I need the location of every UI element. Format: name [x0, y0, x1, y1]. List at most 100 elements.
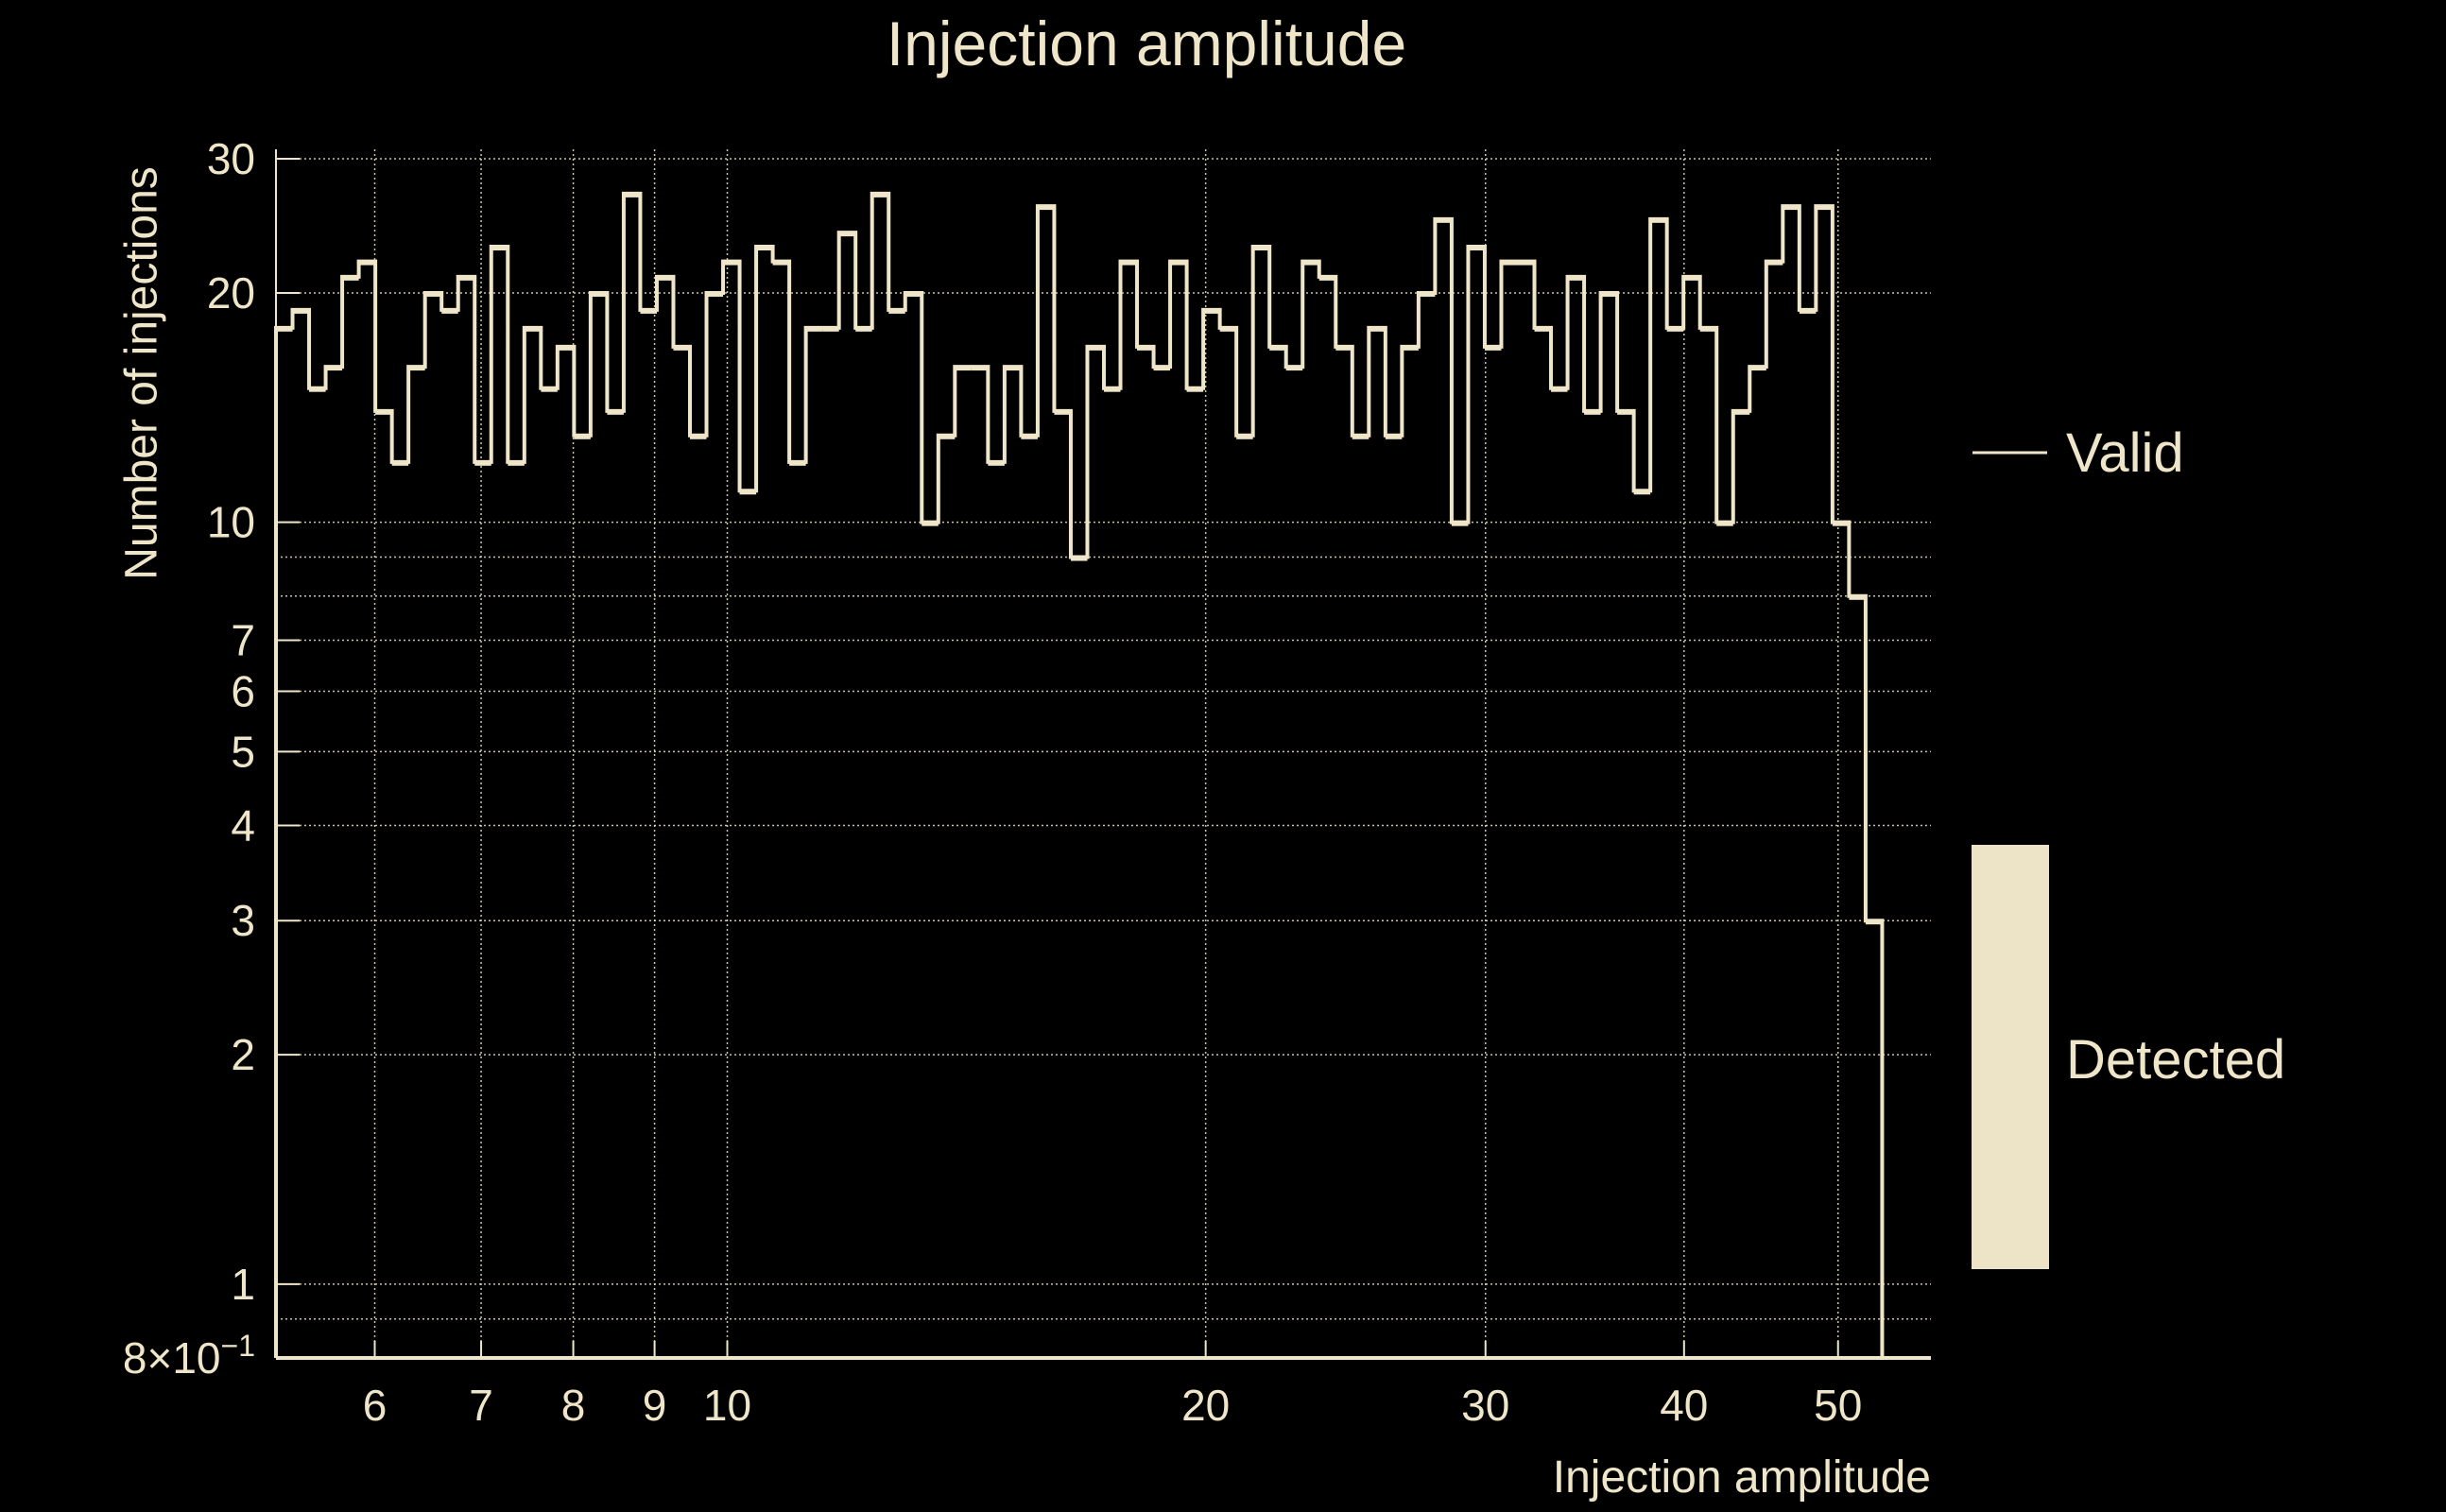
histogram-bin [590, 292, 608, 297]
histogram-bin [1435, 218, 1452, 223]
x-tick-label: 9 [643, 1381, 667, 1430]
series-valid-step-line [274, 191, 1885, 1358]
histogram-bin [1385, 435, 1403, 439]
histogram-bin [325, 367, 343, 371]
histogram-bin [1501, 261, 1518, 266]
y-tick-label: 4 [231, 800, 255, 850]
histogram-bin [1600, 292, 1618, 297]
histogram-bin [723, 261, 740, 266]
histogram-bin [1617, 410, 1634, 415]
histogram-bin [607, 410, 624, 415]
histogram-bin [391, 461, 409, 466]
histogram-bin [756, 247, 773, 251]
y-tick-label: 10 [207, 498, 255, 547]
histogram-bin [1318, 276, 1336, 281]
histogram-bin [557, 346, 575, 351]
x-tick-label: 7 [469, 1381, 493, 1430]
histogram-bin [1650, 218, 1667, 223]
legend-detected-patch-swatch [1972, 845, 2049, 1269]
histogram-bin [508, 461, 525, 466]
histogram-bin [1666, 327, 1684, 332]
histogram-bin [1699, 327, 1717, 332]
y-tick-label: 5 [231, 727, 255, 776]
histogram-bin [1633, 490, 1651, 495]
histogram-bin [1153, 367, 1171, 371]
histogram-bin [1037, 206, 1055, 211]
histogram-bin [656, 276, 674, 281]
histogram-bin [1285, 367, 1303, 371]
histogram-bin [1402, 346, 1419, 351]
histogram-bin [1203, 309, 1220, 314]
histogram-bin [1766, 261, 1783, 266]
histogram-bin [922, 522, 939, 526]
histogram-bin [524, 327, 542, 332]
histogram-bin [1070, 557, 1088, 561]
histogram-bin [309, 387, 326, 392]
histogram-bin [1716, 522, 1733, 526]
x-tick-label: 6 [363, 1381, 388, 1430]
histogram-bin [441, 309, 458, 314]
histogram-bin [689, 435, 707, 439]
histogram-bin [1352, 435, 1369, 439]
histogram-bin [474, 461, 491, 466]
histogram-bin [805, 327, 823, 332]
histogram-bin [1369, 327, 1386, 332]
histogram-bin [904, 292, 922, 297]
x-tick-label: 50 [1814, 1381, 1862, 1430]
histogram-bin [574, 435, 591, 439]
histogram-bin [457, 276, 475, 281]
legend-label-detected: Detected [2066, 1029, 2286, 1091]
x-tick-label: 10 [703, 1381, 751, 1430]
histogram-bin [1103, 387, 1121, 392]
histogram-bin [1418, 292, 1436, 297]
y-tick-label: 6 [231, 667, 255, 716]
histogram-bin [1087, 346, 1104, 351]
histogram-bin [789, 461, 806, 466]
histogram-bin [640, 309, 657, 314]
y-tick-label: 1 [231, 1260, 255, 1309]
histogram-bin [1468, 247, 1485, 251]
histogram-bin [623, 193, 641, 198]
histogram-bin [1120, 261, 1138, 266]
histogram-bin [838, 232, 856, 237]
histogram-bin [1816, 206, 1833, 211]
histogram-bin [888, 309, 905, 314]
y-tick-label: 8×10−1 [123, 1329, 255, 1383]
histogram-bin [1219, 327, 1237, 332]
histogram-bin [1865, 920, 1883, 925]
histogram-bin [988, 461, 1005, 466]
histogram-bin [1534, 327, 1552, 332]
histogram-bin [276, 327, 293, 332]
histogram-bin [1302, 261, 1319, 266]
y-tick-label: 2 [231, 1030, 255, 1079]
histogram-bin [1832, 522, 1850, 526]
histogram-bin [424, 292, 442, 297]
x-axis-label: Injection amplitude [1552, 1452, 1931, 1503]
histogram-bin [1004, 367, 1022, 371]
histogram-bin [739, 490, 757, 495]
histogram-bin [1517, 261, 1535, 266]
histogram-bin [1484, 346, 1502, 351]
histogram-bin [1567, 276, 1585, 281]
histogram-bin [1683, 276, 1700, 281]
histogram-bin [1186, 387, 1204, 392]
histogram-bin [491, 247, 508, 251]
legend-label-valid: Valid [2066, 422, 2184, 484]
histogram-bin [1021, 435, 1038, 439]
histogram-bin [673, 346, 690, 351]
histogram-bin [1269, 346, 1286, 351]
y-tick-label: 20 [207, 268, 255, 318]
histogram-bin [1849, 595, 1866, 600]
histogram-bin [822, 327, 839, 332]
histogram-bin [1451, 522, 1469, 526]
histogram-bin [955, 367, 972, 371]
histogram-bin [375, 410, 392, 415]
histogram-bin [772, 261, 790, 266]
y-tick-label: 30 [207, 134, 255, 183]
y-tick-label: 3 [231, 896, 255, 945]
histogram-bin [1551, 387, 1568, 392]
histogram-bin [292, 309, 310, 314]
y-tick-label: 7 [231, 616, 255, 665]
histogram-bin [971, 367, 989, 371]
